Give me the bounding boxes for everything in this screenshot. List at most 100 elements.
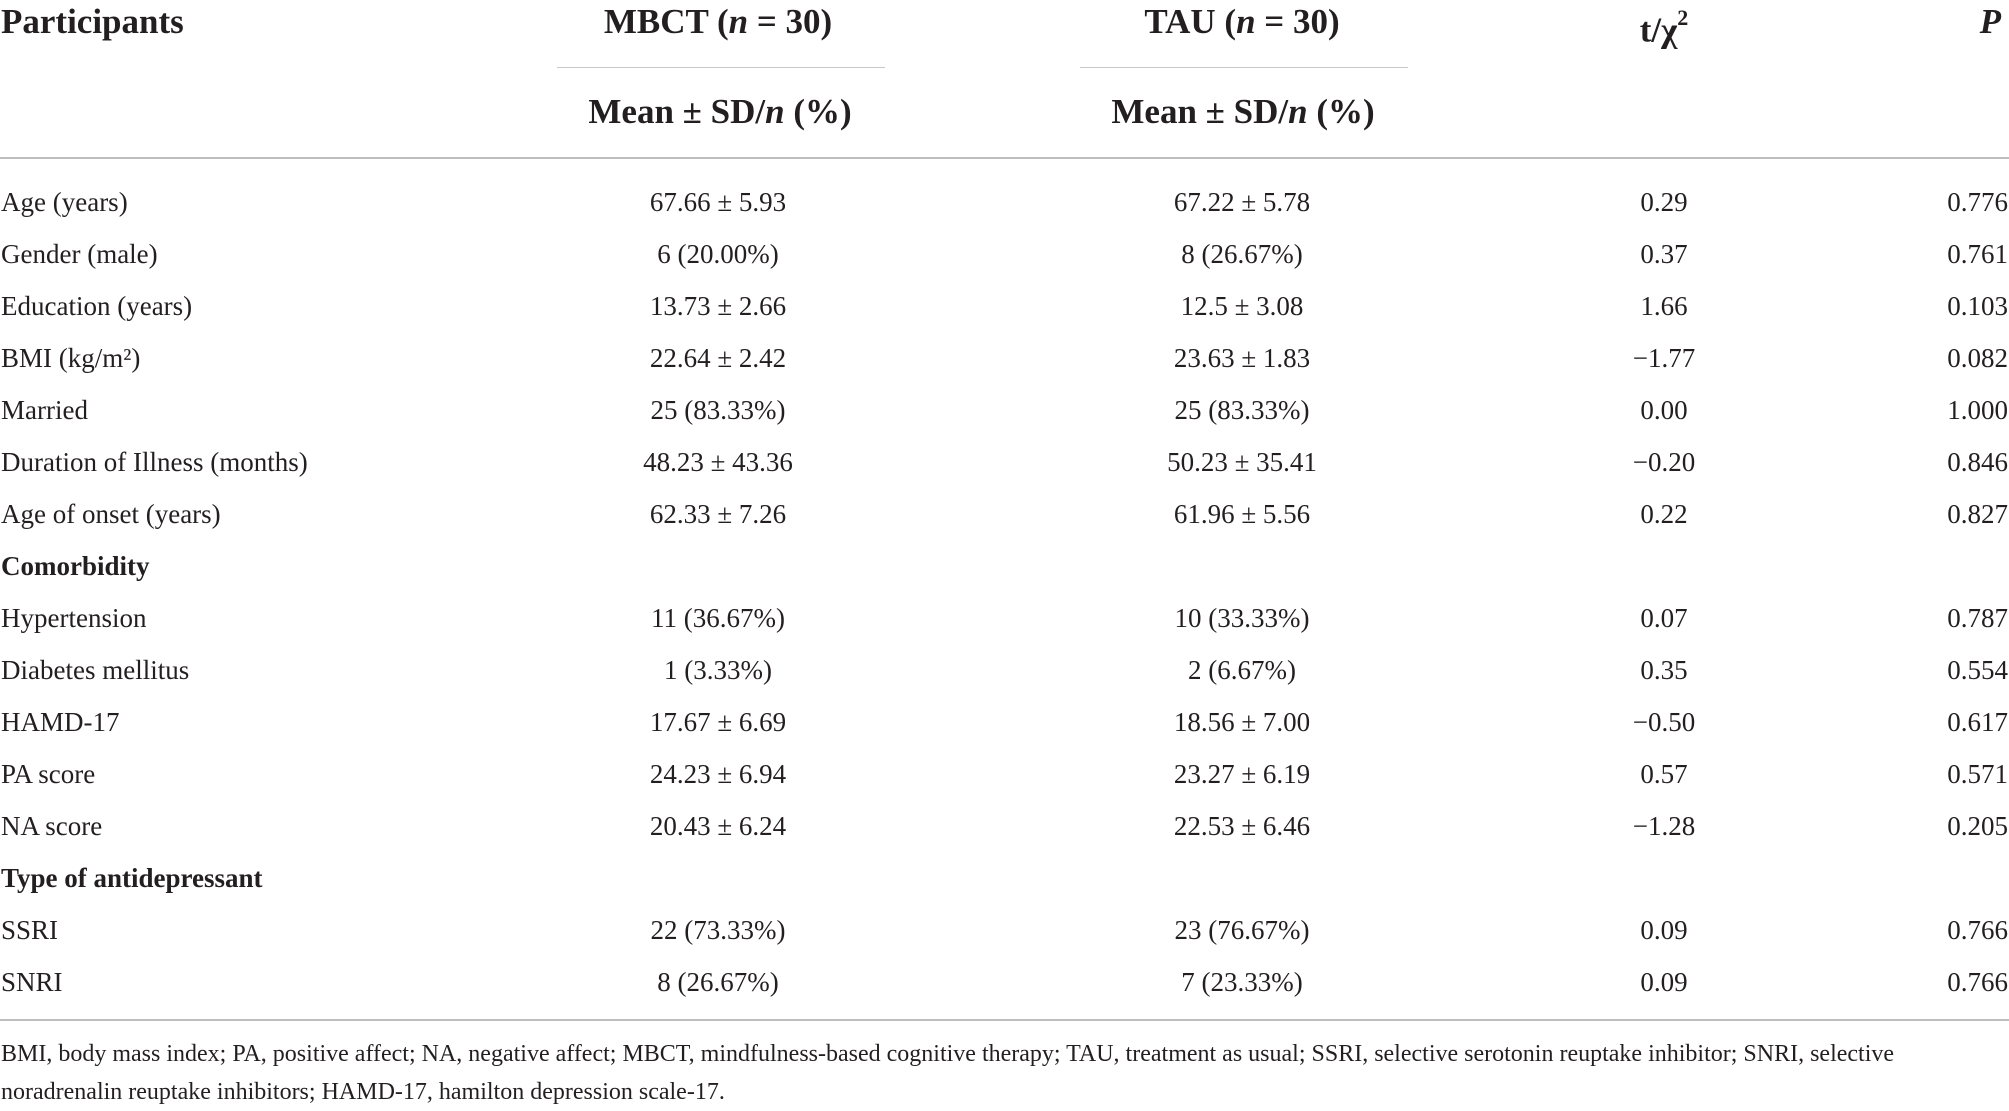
subheader-tau: Mean ± SD/n (%) [1111, 92, 1375, 131]
header-mbct-n: (n = 30) [716, 2, 833, 41]
table-row: BMI (kg/m²) 22.64 ± 2.42 23.63 ± 1.83 −1.77… [0, 332, 2009, 384]
row-label: Married [1, 395, 88, 425]
mbct-value: 48.23 ± 43.36 [643, 447, 793, 477]
row-label: Type of antidepressant [1, 863, 263, 893]
subheader-mbct: Mean ± SD/n (%) [588, 92, 852, 131]
p-value: 0.761 [1947, 239, 2008, 269]
mbct-value: 17.67 ± 6.69 [649, 707, 787, 737]
row-label: Gender (male) [1, 239, 158, 269]
row-label: Diabetes mellitus [1, 655, 190, 685]
mbct-value: 11 (36.67%) [651, 603, 785, 633]
section-row: Type of antidepressant [0, 852, 2009, 904]
header-bottom-rule [0, 157, 2009, 159]
tau-value: 8 (26.67%) [1181, 239, 1303, 269]
tau-value: 67.22 ± 5.78 [1173, 187, 1311, 217]
mbct-value: 67.66 ± 5.93 [649, 187, 787, 217]
tau-value: 23.27 ± 6.19 [1173, 759, 1311, 789]
mbct-header-rule [557, 67, 885, 68]
table-row: HAMD-17 17.67 ± 6.69 18.56 ± 7.00 −0.50 0.61… [0, 696, 2009, 748]
stat-value: −1.77 [1632, 343, 1696, 373]
p-value: 0.846 [1947, 447, 2008, 477]
row-label: Age (years) [1, 187, 128, 217]
table-row: SSRI 22 (73.33%) 23 (76.67%) 0.09 0.766 [0, 904, 2009, 956]
p-value: 0.766 [1947, 967, 2008, 997]
p-value: 0.776 [1947, 187, 2008, 217]
row-label: Age of onset (years) [1, 499, 221, 529]
header-tau: TAU (n = 30) [1144, 2, 1339, 42]
p-value: 0.571 [1947, 759, 2008, 789]
p-value: 0.103 [1947, 291, 2008, 321]
tau-value: 23.63 ± 1.83 [1173, 343, 1311, 373]
tau-value: 23 (76.67%) [1174, 915, 1310, 945]
table-row: Gender (male) 6 (20.00%) 8 (26.67%) 0.37 0.7… [0, 228, 2009, 280]
tau-value: 50.23 ± 35.41 [1167, 447, 1317, 477]
tau-value: 7 (23.33%) [1181, 967, 1303, 997]
row-label: Education (years) [1, 291, 193, 321]
table-row: Diabetes mellitus 1 (3.33%) 2 (6.67%) 0.35 0… [0, 644, 2009, 696]
mbct-value: 13.73 ± 2.66 [649, 291, 787, 321]
p-value: 0.554 [1947, 655, 2008, 685]
mbct-value: 6 (20.00%) [657, 239, 779, 269]
mbct-value: 22 (73.33%) [650, 915, 786, 945]
table-row: Age (years) 67.66 ± 5.93 67.22 ± 5.78 0.29 0… [0, 176, 2009, 228]
row-label: Comorbidity [1, 551, 150, 581]
table-row: Education (years) 13.73 ± 2.66 12.5 ± 3.08… [0, 280, 2009, 332]
tau-value: 10 (33.33%) [1174, 603, 1310, 633]
table-row: SNRI 8 (26.67%) 7 (23.33%) 0.09 0.766 [0, 956, 2009, 1008]
mbct-value: 25 (83.33%) [650, 395, 786, 425]
table-row: PA score 24.23 ± 6.94 23.27 ± 6.19 0.57 0.57… [0, 748, 2009, 800]
table-row: Duration of Illness (months) 48.23 ± 43.3… [0, 436, 2009, 488]
stat-value: 0.29 [1640, 187, 1688, 217]
row-label: PA score [1, 759, 96, 789]
mbct-value: 1 (3.33%) [664, 655, 772, 685]
header-participants: Participants [1, 2, 184, 41]
stat-value: 0.09 [1640, 915, 1688, 945]
table-row: Hypertension 11 (36.67%) 10 (33.33%) 0.07 0.… [0, 592, 2009, 644]
table-row: NA score 20.43 ± 6.24 22.53 ± 6.46 −1.28 0.2… [0, 800, 2009, 852]
header-stat-sup: 2 [1677, 5, 1689, 30]
tau-value: 25 (83.33%) [1174, 395, 1310, 425]
mbct-value: 24.23 ± 6.94 [649, 759, 787, 789]
mbct-value: 22.64 ± 2.42 [649, 343, 787, 373]
header-tau-n: (n = 30) [1224, 2, 1340, 41]
stat-value: 1.66 [1640, 291, 1688, 321]
stat-value: 0.07 [1640, 603, 1688, 633]
stat-value: −0.50 [1632, 707, 1696, 737]
tau-value: 18.56 ± 7.00 [1173, 707, 1311, 737]
header-mbct-name: MBCT [603, 2, 709, 41]
p-value: 0.787 [1947, 603, 2008, 633]
stat-value: 0.00 [1640, 395, 1688, 425]
row-label: SNRI [1, 967, 63, 997]
section-row: Comorbidity [0, 540, 2009, 592]
tau-value: 22.53 ± 6.46 [1173, 811, 1311, 841]
stat-value: −0.20 [1632, 447, 1696, 477]
tau-value: 61.96 ± 5.56 [1173, 499, 1311, 529]
p-value: 0.205 [1947, 811, 2008, 841]
row-label: Hypertension [1, 603, 147, 633]
row-label: NA score [1, 811, 103, 841]
header-mbct: MBCT (n = 30) [604, 2, 832, 42]
footnote: BMI, body mass index; PA, positive affec… [1, 1041, 1895, 1105]
stat-value: 0.22 [1640, 499, 1688, 529]
stat-value: 0.57 [1640, 759, 1688, 789]
mbct-value: 62.33 ± 7.26 [649, 499, 787, 529]
p-value: 0.617 [1947, 707, 2008, 737]
mbct-value: 20.43 ± 6.24 [649, 811, 787, 841]
p-value: 1.000 [1947, 395, 2008, 425]
row-label: SSRI [1, 915, 59, 945]
stat-value: 0.37 [1640, 239, 1688, 269]
row-label: HAMD-17 [1, 707, 120, 737]
p-value: 0.827 [1947, 499, 2008, 529]
header-stat-label: t/χ [1639, 10, 1678, 50]
tau-header-rule [1080, 67, 1408, 68]
stat-value: 0.35 [1640, 655, 1688, 685]
tau-value: 2 (6.67%) [1188, 655, 1296, 685]
row-label: BMI (kg/m²) [1, 343, 141, 373]
p-value: 0.766 [1947, 915, 2008, 945]
header-tau-name: TAU [1144, 2, 1216, 41]
table-bottom-rule [0, 1019, 2009, 1021]
table-row: Age of onset (years) 62.33 ± 7.26 61.96 ± … [0, 488, 2009, 540]
header-stat: t/χ2 [1640, 2, 1689, 51]
mbct-value: 8 (26.67%) [657, 967, 779, 997]
tau-value: 12.5 ± 3.08 [1180, 291, 1304, 321]
